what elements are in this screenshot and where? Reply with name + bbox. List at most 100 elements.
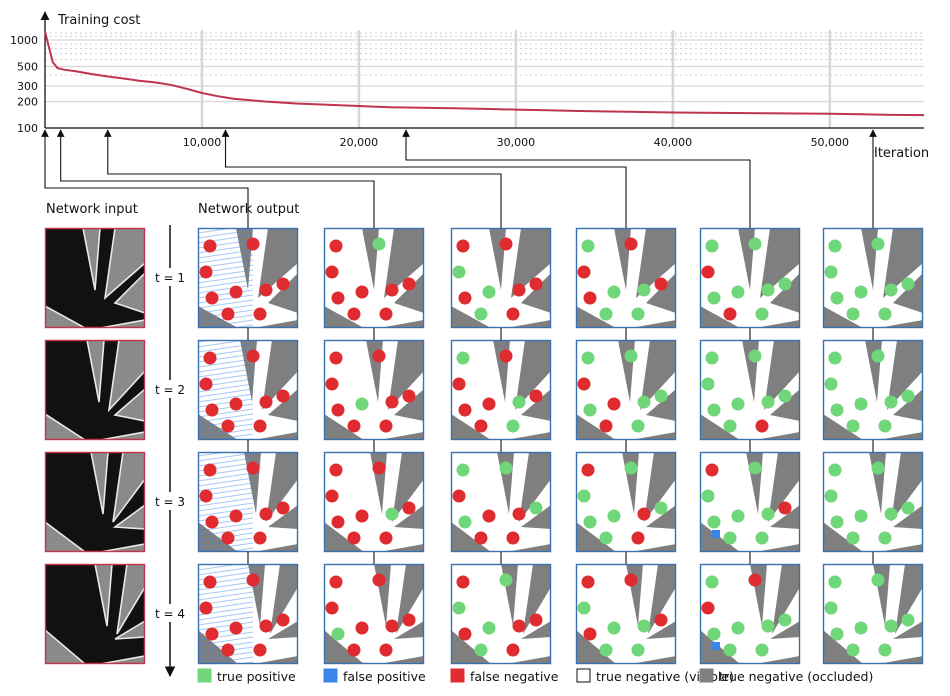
true-positive-spot <box>748 349 762 363</box>
true-positive-spot <box>631 307 645 321</box>
output-tile <box>198 340 298 440</box>
true-positive-spot <box>701 377 715 391</box>
true-positive-spot <box>705 351 719 365</box>
false-positive-spot <box>712 642 720 650</box>
true-positive-spot <box>878 307 892 321</box>
edge-outline <box>107 340 145 413</box>
false-positive-stripe <box>198 636 254 646</box>
dark-region <box>45 228 65 268</box>
false-negative-spot <box>402 389 416 403</box>
occluded-region <box>636 228 676 298</box>
false-negative-spot <box>329 575 343 589</box>
true-positive-spot <box>731 621 745 635</box>
occluded-region <box>755 656 800 664</box>
legend-swatch <box>197 668 212 683</box>
true-positive-spot <box>828 463 842 477</box>
true-positive-spot <box>599 531 613 545</box>
snapshot-connector <box>221 129 627 228</box>
input-tile <box>45 452 145 552</box>
occluded-region <box>700 414 740 440</box>
edge-outline <box>99 543 145 552</box>
tile-border <box>575 227 677 329</box>
tile-border <box>450 339 552 441</box>
false-negative-spot <box>529 613 543 627</box>
occluded-region <box>115 273 145 313</box>
dark-region <box>45 452 65 500</box>
snapshot-connector <box>56 129 375 228</box>
false-negative-spot <box>329 351 343 365</box>
true-positive-spot <box>723 531 737 545</box>
true-positive-spot <box>761 283 775 297</box>
snapshot-connector <box>402 129 751 228</box>
false-negative-spot <box>331 403 345 417</box>
true-positive-spot <box>846 643 860 657</box>
edge-outline <box>45 628 87 664</box>
true-positive-spot <box>631 419 645 433</box>
occluded-region <box>253 544 298 552</box>
false-positive-stripe <box>198 299 254 309</box>
false-positive-spot <box>712 530 720 538</box>
true-positive-spot <box>723 643 737 657</box>
occluded-region <box>198 306 238 328</box>
true-positive-spot <box>474 643 488 657</box>
false-negative-spot <box>529 389 543 403</box>
legend-swatch <box>323 668 338 683</box>
false-negative-spot <box>458 627 472 641</box>
occluded-region <box>521 389 551 421</box>
false-negative-spot <box>203 575 217 589</box>
false-negative-spot <box>331 515 345 529</box>
output-tile <box>451 452 551 552</box>
occluded-region <box>770 389 800 421</box>
true-positive-spot <box>824 377 838 391</box>
occluded-region <box>270 564 298 634</box>
occluded-region <box>253 320 298 328</box>
edge-outline <box>113 387 145 422</box>
false-negative-spot <box>347 419 361 433</box>
output-tile <box>324 564 424 664</box>
output-tile <box>576 564 676 664</box>
true-positive-spot <box>731 509 745 523</box>
edge-outline <box>112 452 145 523</box>
true-positive-spot <box>878 419 892 433</box>
false-negative-spot <box>229 621 243 635</box>
false-negative-spot <box>723 307 737 321</box>
occluded-region <box>324 306 364 328</box>
training-cost-series-line <box>44 31 925 117</box>
occluded-region <box>266 452 298 522</box>
occluded-region <box>388 340 424 410</box>
edge-outline <box>45 413 87 440</box>
occluded-region <box>883 228 923 298</box>
legend: true positive false positive false negativ… <box>197 668 873 684</box>
false-negative-spot <box>452 377 466 391</box>
false-positive-stripe <box>198 319 254 328</box>
true-positive-spot <box>761 507 775 521</box>
true-positive-spot <box>828 351 842 365</box>
false-negative-spot <box>452 489 466 503</box>
false-negative-spot <box>577 265 591 279</box>
input-tile <box>45 228 145 328</box>
true-positive-spot <box>854 285 868 299</box>
edge-outline <box>90 452 109 515</box>
false-negative-spot <box>325 377 339 391</box>
false-negative-spot <box>276 389 290 403</box>
occluded-region <box>770 621 800 639</box>
true-positive-spot <box>901 277 915 291</box>
y-tick-label: 500 <box>17 60 38 73</box>
false-positive-stripe <box>198 497 254 507</box>
false-negative-spot <box>347 307 361 321</box>
occluded-region <box>506 544 551 552</box>
occluded-region <box>379 656 424 664</box>
occluded-region <box>394 621 424 639</box>
x-tick-label: 10,000 <box>183 136 222 149</box>
occluded-region <box>451 414 491 440</box>
occluded-region <box>115 389 145 421</box>
occluded-region <box>764 340 800 410</box>
occluded-region <box>379 320 424 328</box>
tile-border <box>575 563 677 665</box>
snapshot-connectors <box>41 129 877 228</box>
true-positive-spot <box>583 403 597 417</box>
false-negative-spot <box>581 575 595 589</box>
occluded-region <box>262 340 298 410</box>
false-positive-stripe <box>198 522 254 532</box>
false-negative-spot <box>221 307 235 321</box>
